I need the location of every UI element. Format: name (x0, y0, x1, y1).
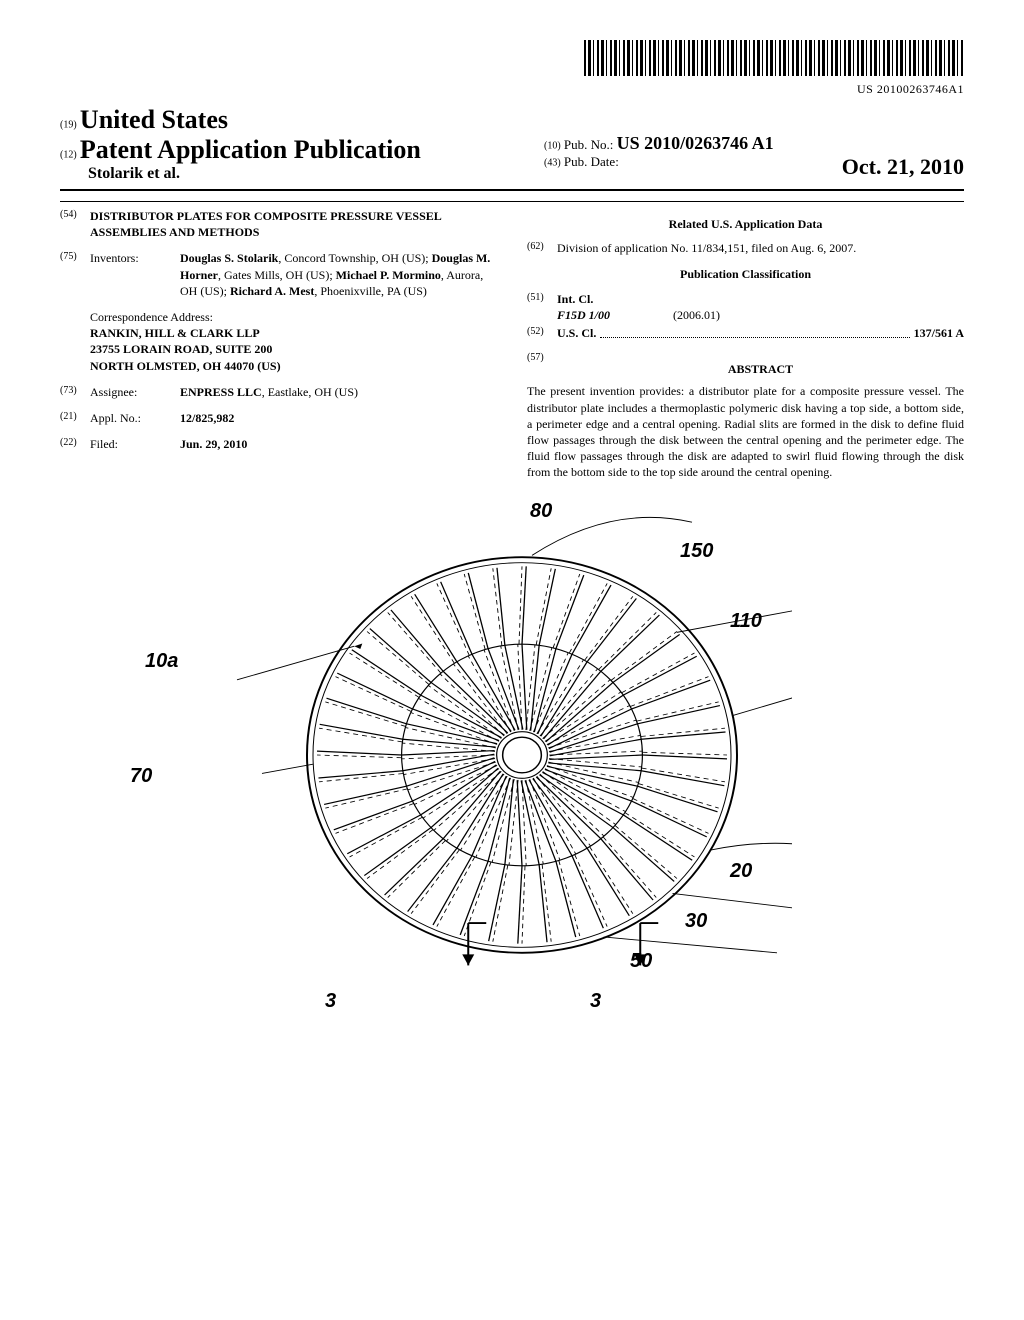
invention-title: DISTRIBUTOR PLATES FOR COMPOSITE PRESSUR… (90, 208, 497, 240)
appl-no-label: Appl. No.: (90, 410, 180, 426)
header-rule-thin (60, 201, 964, 202)
header-block: (19) United States (12) Patent Applicati… (60, 105, 964, 202)
related-text: Division of application No. 11/834,151, … (557, 240, 964, 256)
correspondence-line-3: NORTH OLMSTED, OH 44070 (US) (90, 358, 497, 374)
authors-line: Stolarik et al. (88, 165, 520, 183)
distributor-plate-svg (232, 500, 792, 1000)
field-57-num: (57) (527, 351, 557, 383)
callout-70: 70 (130, 765, 152, 788)
callout-20: 20 (730, 860, 752, 883)
correspondence-block: Correspondence Address: RANKIN, HILL & C… (90, 309, 497, 374)
pub-date: Oct. 21, 2010 (842, 154, 964, 180)
classification-heading: Publication Classification (527, 266, 964, 282)
field-54: (54) DISTRIBUTOR PLATES FOR COMPOSITE PR… (60, 208, 497, 240)
abstract-body: The present invention provides: a distri… (527, 383, 964, 480)
barcode (584, 40, 964, 76)
callout-150: 150 (680, 540, 713, 563)
field-12: (12) Patent Application Publication (60, 135, 520, 165)
field-75: (75) Inventors: Douglas S. Stolarik, Con… (60, 250, 497, 299)
header-rule-thick (60, 189, 964, 191)
field-52-num: (52) (527, 325, 557, 341)
uscl-value: 137/561 A (914, 325, 964, 341)
callout-3-left: 3 (325, 990, 336, 1013)
country: United States (80, 105, 228, 134)
pub-no-label: Pub. No.: (564, 137, 613, 152)
field-51-num: (51) (527, 291, 557, 323)
inventors-label: Inventors: (90, 250, 180, 299)
pub-no: US 2010/0263746 A1 (617, 133, 774, 153)
uscl-label: U.S. Cl. (557, 325, 596, 341)
field-73-num: (73) (60, 384, 90, 400)
field-73: (73) Assignee: ENPRESS LLC, Eastlake, OH… (60, 384, 497, 400)
intcl-label: Int. Cl. (557, 291, 964, 307)
pub-type: Patent Application Publication (80, 135, 421, 164)
callout-30: 30 (685, 910, 707, 933)
callout-110: 110 (730, 610, 762, 633)
field-62-num: (62) (527, 240, 557, 256)
callout-10a: 10a (145, 650, 178, 673)
inventors-list: Douglas S. Stolarik, Concord Township, O… (180, 250, 497, 299)
barcode-block: US 20100263746A1 (60, 40, 964, 97)
callout-3-right: 3 (590, 990, 601, 1013)
intcl-year: (2006.01) (673, 308, 720, 322)
field-43-num: (43) (544, 158, 561, 169)
field-21-num: (21) (60, 410, 90, 426)
field-19-num: (19) (60, 120, 77, 131)
related-heading: Related U.S. Application Data (527, 216, 964, 232)
field-75-num: (75) (60, 250, 90, 299)
field-51: (51) Int. Cl. F15D 1/00 (2006.01) (527, 291, 964, 323)
field-10-num: (10) (544, 141, 561, 152)
pub-info-block: (10) Pub. No.: US 2010/0263746 A1 (43) P… (544, 105, 964, 180)
intcl-code: F15D 1/00 (557, 308, 610, 322)
correspondence-label: Correspondence Address: (90, 309, 497, 325)
field-62: (62) Division of application No. 11/834,… (527, 240, 964, 256)
figure-1: 80 150 110 10a 70 20 30 50 3 3 (60, 500, 964, 1020)
field-19: (19) United States (60, 105, 520, 135)
field-57: (57) ABSTRACT (527, 351, 964, 383)
right-column: Related U.S. Application Data (62) Divis… (527, 208, 964, 480)
barcode-number: US 20100263746A1 (60, 82, 964, 97)
field-21: (21) Appl. No.: 12/825,982 (60, 410, 497, 426)
field-22-num: (22) (60, 436, 90, 452)
field-54-num: (54) (60, 208, 90, 240)
assignee-label: Assignee: (90, 384, 180, 400)
field-12-num: (12) (60, 150, 77, 161)
field-22: (22) Filed: Jun. 29, 2010 (60, 436, 497, 452)
correspondence-line-1: RANKIN, HILL & CLARK LLP (90, 325, 497, 341)
filed-date: Jun. 29, 2010 (180, 436, 497, 452)
filed-label: Filed: (90, 436, 180, 452)
field-52: (52) U.S. Cl. 137/561 A (527, 325, 964, 341)
abstract-heading: ABSTRACT (557, 361, 964, 377)
pub-date-label: Pub. Date: (564, 154, 619, 169)
callout-80: 80 (530, 500, 552, 523)
biblio-columns: (54) DISTRIBUTOR PLATES FOR COMPOSITE PR… (60, 208, 964, 480)
left-column: (54) DISTRIBUTOR PLATES FOR COMPOSITE PR… (60, 208, 497, 480)
appl-no: 12/825,982 (180, 410, 497, 426)
callout-50: 50 (630, 950, 652, 973)
correspondence-line-2: 23755 LORAIN ROAD, SUITE 200 (90, 341, 497, 357)
uscl-dots (600, 325, 909, 338)
assignee-value: ENPRESS LLC, Eastlake, OH (US) (180, 384, 497, 400)
